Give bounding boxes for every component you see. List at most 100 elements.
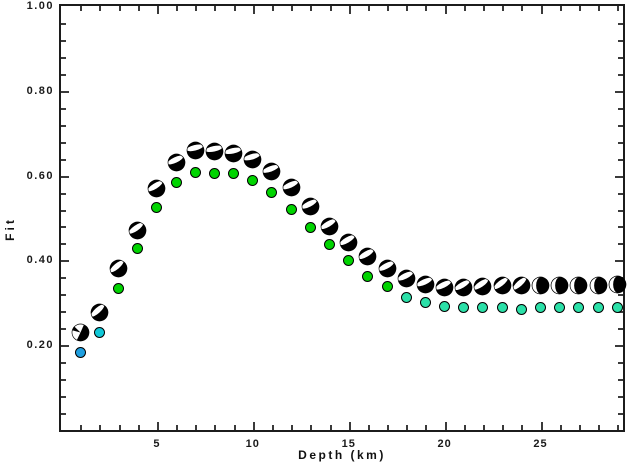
beachball-marker: [608, 275, 627, 294]
axis-tick: [61, 277, 66, 279]
axis-tick: [618, 40, 623, 42]
axis-tick: [521, 6, 523, 11]
axis-tick: [618, 210, 623, 212]
axis-tick: [387, 6, 389, 11]
fit-circle-marker: [535, 302, 547, 314]
axis-tick: [61, 40, 66, 42]
fit-circle-marker: [74, 347, 86, 359]
beachball-marker: [147, 179, 166, 198]
axis-tick: [618, 23, 623, 25]
fit-circle-marker: [554, 302, 566, 314]
axis-tick: [61, 413, 66, 415]
axis-tick: [502, 6, 504, 11]
axis-tick: [195, 425, 197, 430]
beachball-marker: [358, 247, 377, 266]
axis-tick: [61, 345, 69, 347]
axis-tick: [618, 159, 623, 161]
axis-tick: [406, 425, 408, 430]
fit-circle-marker: [266, 187, 278, 199]
beachball-marker: [378, 259, 397, 278]
axis-tick: [80, 6, 82, 11]
axis-tick: [618, 243, 623, 245]
fit-circle-marker: [247, 174, 259, 186]
axis-tick: [464, 425, 466, 430]
x-tick-label: 15: [341, 438, 356, 450]
fit-circle-marker: [113, 283, 125, 295]
fit-circle-marker: [515, 303, 527, 315]
x-tick-label: 10: [245, 438, 260, 450]
beachball-marker: [512, 276, 531, 295]
axis-tick: [387, 425, 389, 430]
beachball-marker: [282, 178, 301, 197]
axis-tick: [157, 6, 159, 14]
axis-tick: [615, 345, 623, 347]
fit-circle-marker: [132, 243, 144, 255]
axis-tick: [61, 23, 66, 25]
beachball-marker: [569, 276, 588, 295]
beachball-marker: [531, 276, 550, 295]
axis-tick: [349, 422, 351, 430]
axis-tick: [99, 6, 101, 11]
beachball-marker: [416, 275, 435, 294]
axis-tick: [61, 243, 66, 245]
x-tick-label: 20: [437, 438, 452, 450]
beachball-marker: [205, 142, 224, 161]
axis-tick: [618, 396, 623, 398]
axis-tick: [119, 425, 121, 430]
axis-tick: [330, 6, 332, 11]
y-axis-title: Fit: [3, 217, 17, 241]
axis-tick: [272, 6, 274, 11]
fit-circle-marker: [151, 201, 163, 213]
axis-tick: [618, 226, 623, 228]
axis-tick: [483, 425, 485, 430]
fit-circle-marker: [419, 297, 431, 309]
axis-tick: [425, 6, 427, 11]
axis-tick: [368, 6, 370, 11]
y-tick-label: 1.00: [26, 0, 54, 12]
axis-tick: [61, 193, 66, 195]
axis-tick: [560, 425, 562, 430]
axis-tick: [80, 425, 82, 430]
axis-tick: [445, 6, 447, 14]
beachball-marker: [397, 269, 416, 288]
axis-tick: [61, 226, 66, 228]
beachball-marker: [589, 276, 608, 295]
axis-tick: [618, 413, 623, 415]
x-tick-label: 25: [533, 438, 548, 450]
beachball-marker: [550, 276, 569, 295]
axis-tick: [214, 6, 216, 11]
axis-tick: [291, 425, 293, 430]
axis-tick: [617, 6, 619, 11]
fit-circle-marker: [400, 291, 412, 303]
fit-circle-marker: [343, 254, 355, 266]
axis-tick: [598, 6, 600, 11]
axis-tick: [310, 425, 312, 430]
axis-tick: [618, 74, 623, 76]
axis-tick: [598, 425, 600, 430]
fit-circle-marker: [228, 167, 240, 179]
fit-circle-marker: [170, 177, 182, 189]
axis-tick: [61, 74, 66, 76]
axis-tick: [618, 328, 623, 330]
fit-circle-marker: [496, 301, 508, 313]
fit-circle-marker: [324, 238, 336, 250]
fit-circle-marker: [381, 281, 393, 293]
axis-tick: [483, 6, 485, 11]
axis-tick: [61, 57, 66, 59]
fit-circle-marker: [592, 302, 604, 314]
plot-area: [59, 4, 627, 432]
fit-circle-marker: [439, 301, 451, 313]
axis-tick: [176, 6, 178, 11]
beachball-marker: [71, 323, 90, 342]
axis-tick: [618, 362, 623, 364]
axis-tick: [61, 396, 66, 398]
axis-tick: [138, 6, 140, 11]
fit-circle-marker: [611, 301, 623, 313]
axis-tick: [157, 422, 159, 430]
axis-tick: [615, 91, 623, 93]
axis-tick: [61, 379, 66, 381]
axis-tick: [61, 260, 69, 262]
fit-circle-marker: [93, 327, 105, 339]
axis-tick: [541, 6, 543, 14]
axis-tick: [61, 362, 66, 364]
